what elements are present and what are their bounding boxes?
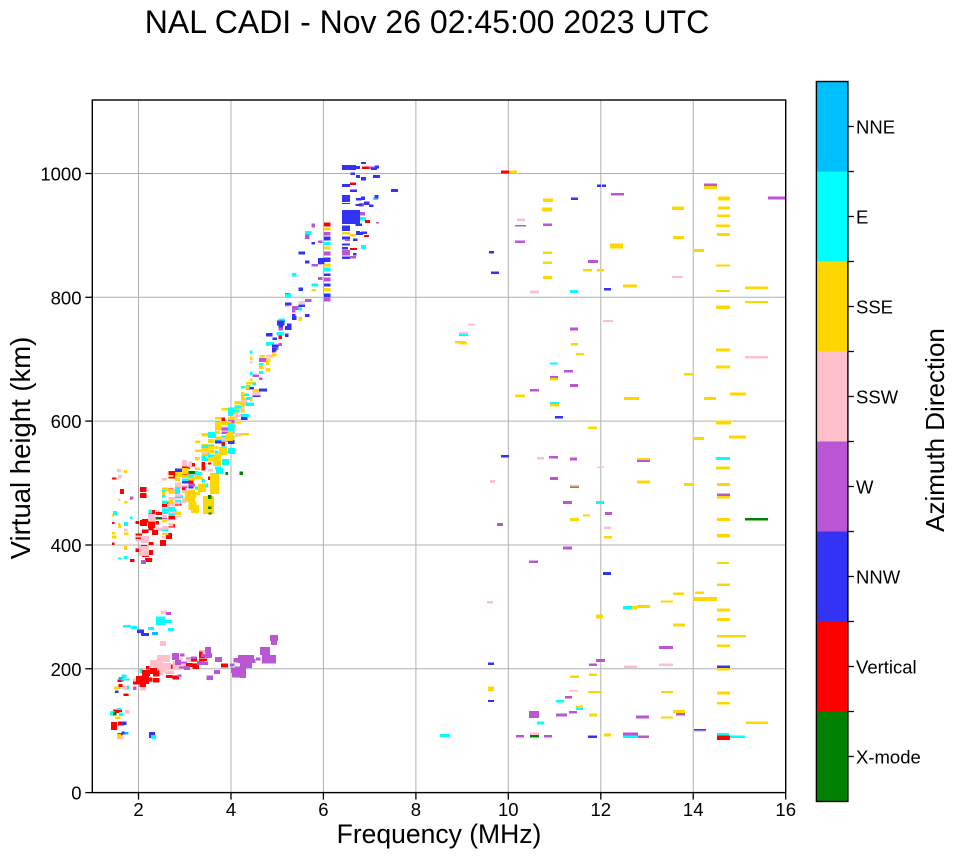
svg-text:6: 6 bbox=[318, 799, 328, 820]
svg-text:NAL CADI - Nov 26 02:45:00 202: NAL CADI - Nov 26 02:45:00 2023 UTC bbox=[145, 4, 709, 40]
svg-text:14: 14 bbox=[683, 799, 704, 820]
svg-text:SSE: SSE bbox=[856, 297, 893, 318]
svg-text:SSW: SSW bbox=[856, 387, 899, 408]
svg-text:8: 8 bbox=[411, 799, 421, 820]
svg-text:Virtual height (km): Virtual height (km) bbox=[5, 337, 36, 560]
svg-text:Azimuth Direction: Azimuth Direction bbox=[920, 328, 950, 532]
svg-text:X-mode: X-mode bbox=[856, 747, 921, 768]
svg-text:2: 2 bbox=[133, 799, 143, 820]
svg-text:200: 200 bbox=[51, 659, 82, 680]
svg-text:W: W bbox=[856, 477, 874, 498]
svg-text:4: 4 bbox=[226, 799, 236, 820]
svg-text:NNW: NNW bbox=[856, 567, 901, 588]
svg-text:Vertical: Vertical bbox=[856, 657, 917, 678]
svg-text:E: E bbox=[856, 207, 868, 228]
svg-text:0: 0 bbox=[71, 783, 81, 804]
svg-text:16: 16 bbox=[775, 799, 796, 820]
svg-text:1000: 1000 bbox=[40, 164, 81, 185]
svg-text:Frequency (MHz): Frequency (MHz) bbox=[337, 819, 542, 849]
svg-text:800: 800 bbox=[51, 287, 82, 308]
svg-text:400: 400 bbox=[51, 535, 82, 556]
svg-text:12: 12 bbox=[591, 799, 612, 820]
svg-text:10: 10 bbox=[498, 799, 519, 820]
svg-text:NNE: NNE bbox=[856, 117, 895, 138]
svg-text:600: 600 bbox=[51, 411, 82, 432]
